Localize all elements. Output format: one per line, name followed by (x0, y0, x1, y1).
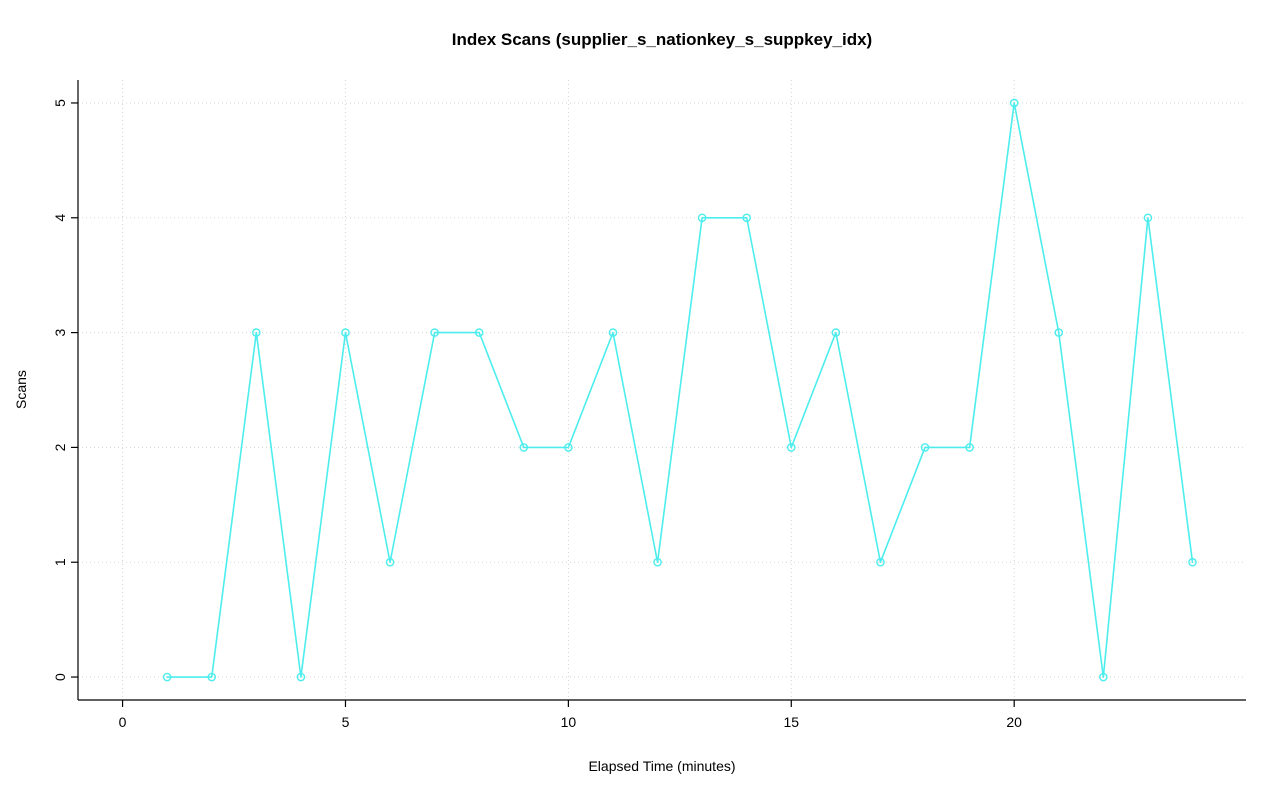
data-point (519, 443, 529, 452)
data-point (876, 557, 885, 567)
y-tick-label: 0 (52, 673, 68, 681)
data-point (920, 443, 930, 452)
data-point (474, 328, 484, 337)
data-point (162, 672, 172, 682)
data-point (341, 328, 350, 337)
data-point (1009, 98, 1019, 108)
y-tick-label: 5 (52, 99, 68, 107)
x-tick-label: 15 (783, 714, 799, 730)
data-point (207, 672, 217, 682)
data-point (831, 328, 841, 337)
x-tick-label: 5 (342, 714, 350, 730)
x-tick-label: 0 (119, 714, 127, 730)
data-line (166, 102, 1194, 678)
data-point (564, 443, 573, 452)
y-axis-label: Scans (13, 370, 29, 410)
y-tick-label: 1 (52, 558, 68, 566)
data-point (1188, 557, 1197, 567)
data-point (1054, 328, 1064, 337)
data-point (653, 557, 662, 567)
data-point (296, 672, 306, 682)
y-tick-label: 3 (52, 328, 68, 336)
data-point (1099, 672, 1108, 682)
data-point (608, 328, 618, 337)
data-point (1143, 213, 1153, 223)
data-point (786, 443, 796, 452)
data-point (742, 213, 752, 223)
x-axis-label: Elapsed Time (minutes) (588, 758, 736, 774)
y-tick-label: 2 (52, 443, 68, 451)
data-point (385, 557, 395, 567)
data-point (697, 213, 707, 223)
y-tick-label: 4 (52, 214, 68, 222)
data-point (965, 443, 974, 452)
chart-title: Index Scans (supplier_s_nationkey_s_supp… (451, 30, 873, 49)
data-point (252, 328, 261, 337)
x-tick-label: 10 (561, 714, 577, 730)
data-point (430, 328, 439, 337)
x-tick-label: 20 (1006, 714, 1022, 730)
